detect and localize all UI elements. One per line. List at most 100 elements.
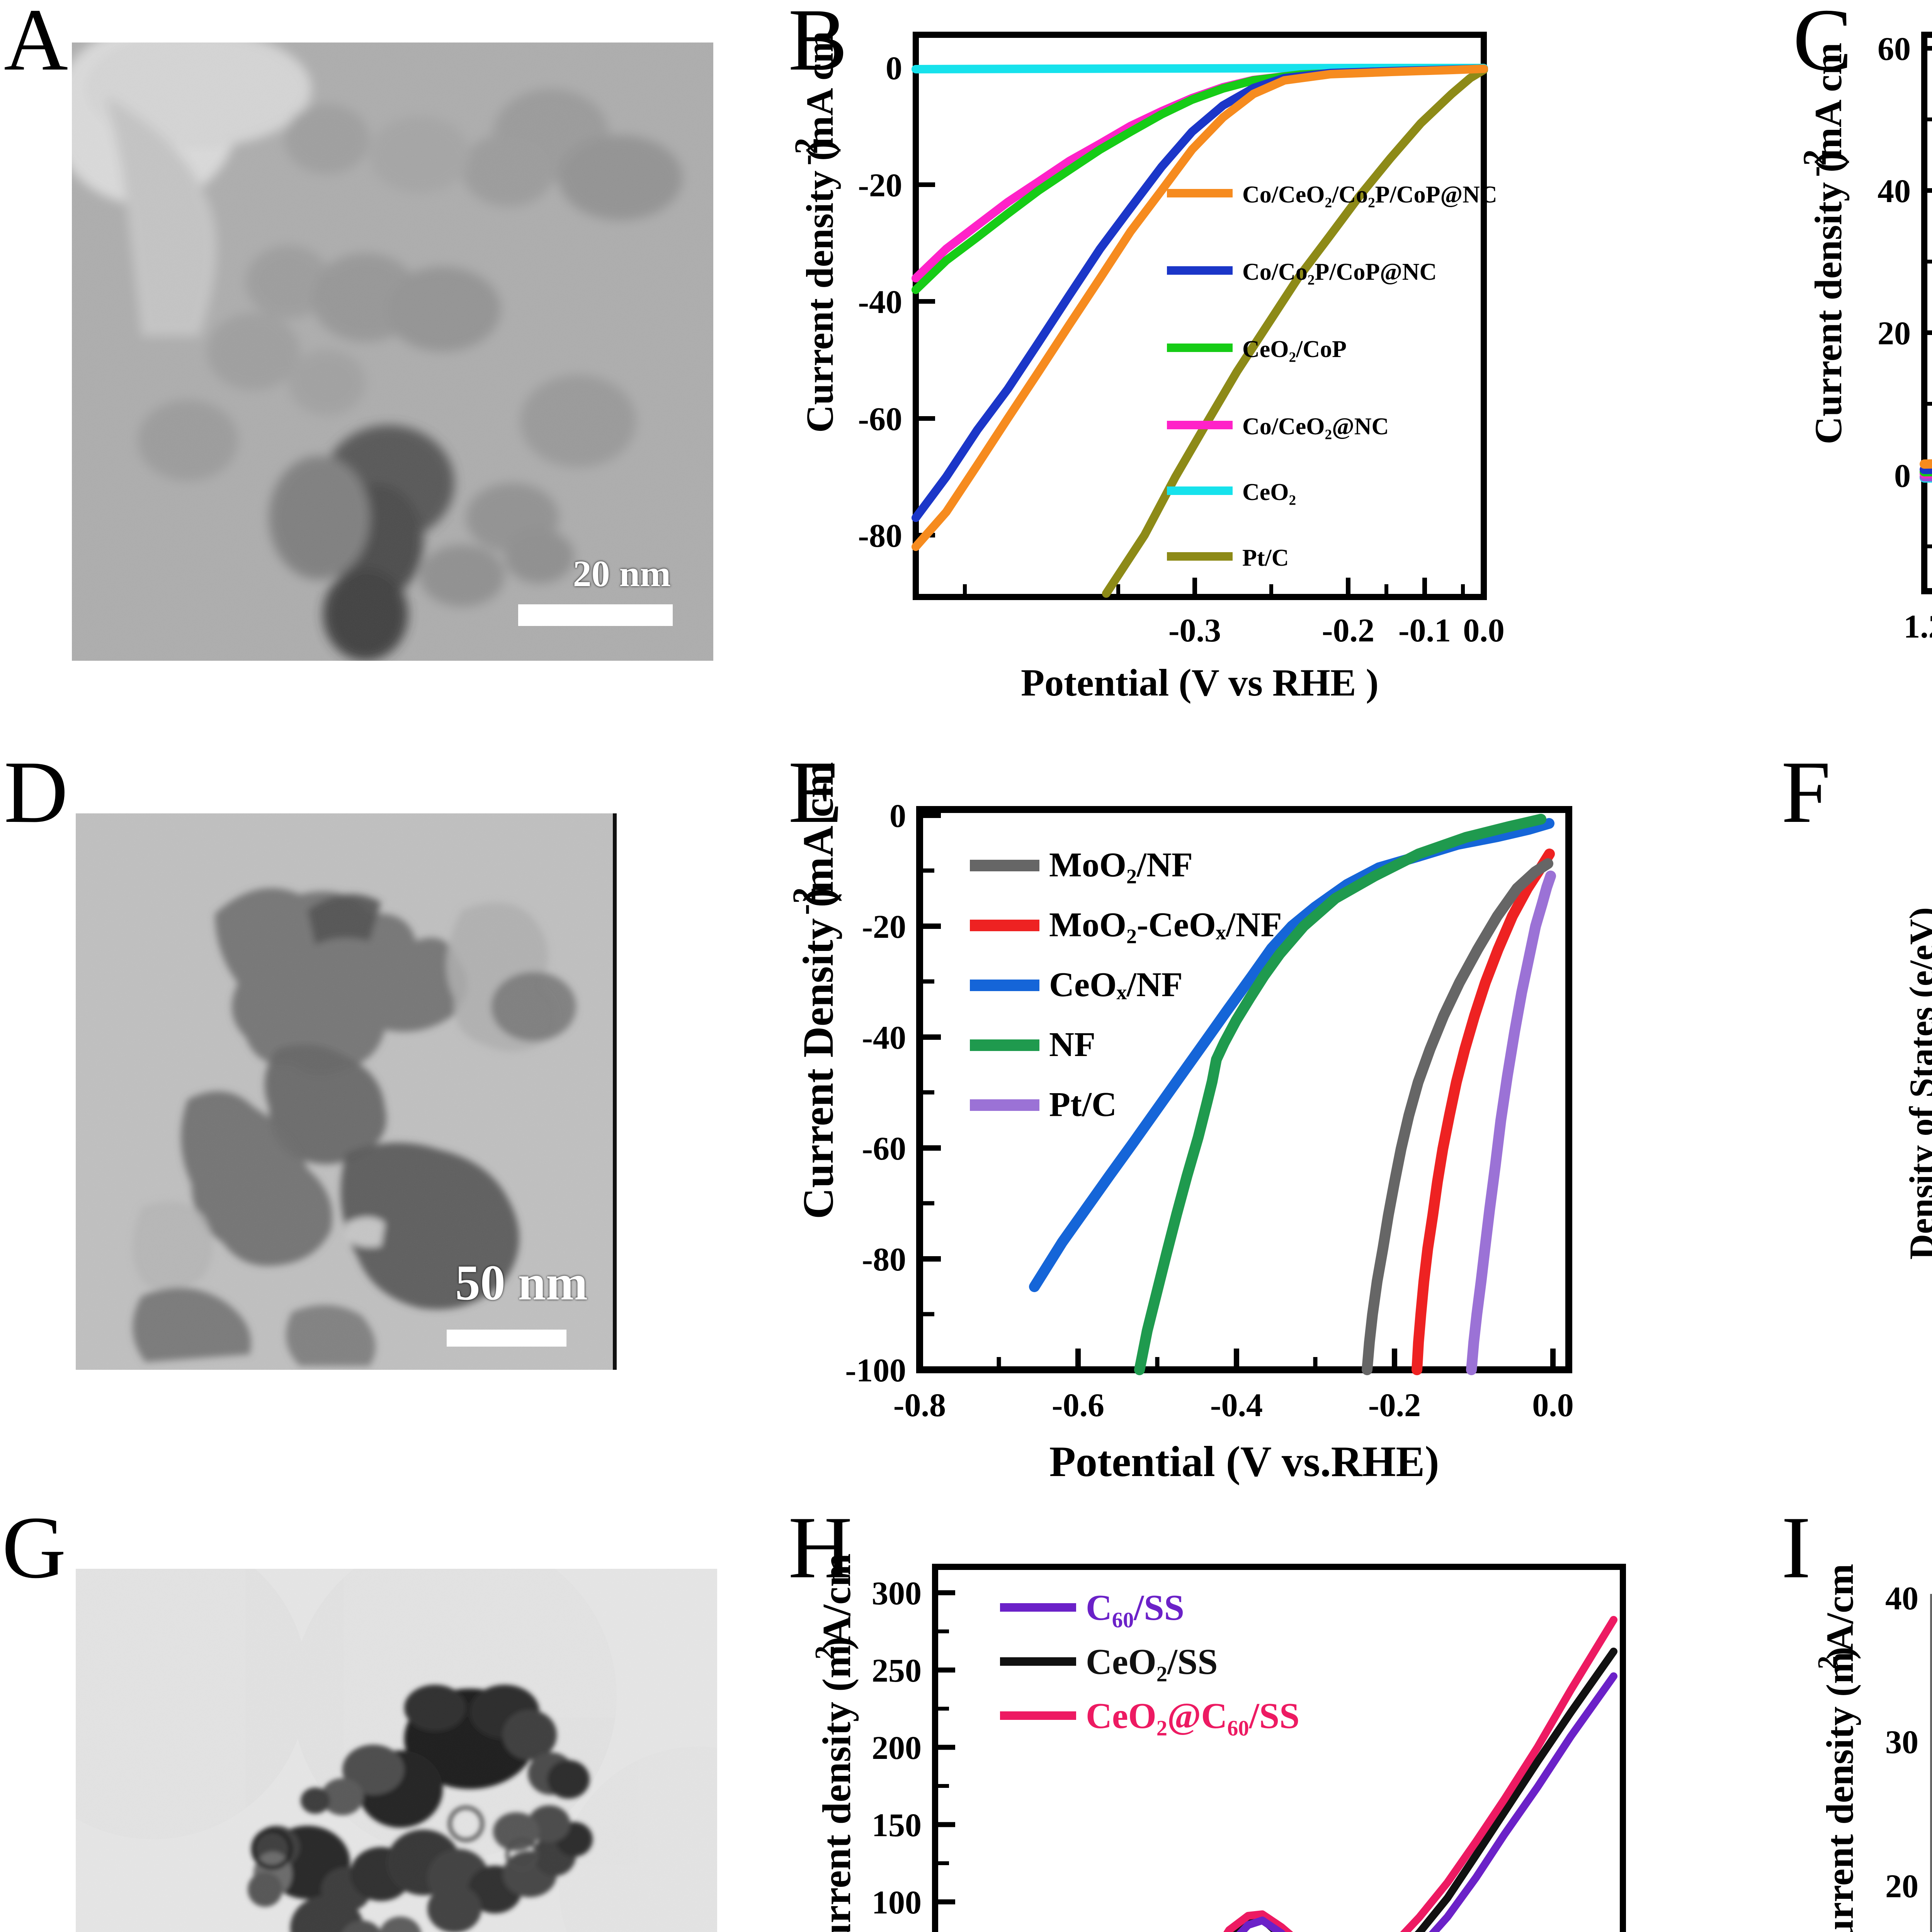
- panel-h-legend-0: C₆₀/SS: [1086, 1588, 1184, 1628]
- panel-c-ylabel-sup: -2: [1796, 149, 1833, 177]
- panel-e-legend-4: Pt/C: [1049, 1085, 1117, 1124]
- svg-text:20: 20: [1885, 1867, 1918, 1905]
- svg-text:-0.2: -0.2: [1368, 1386, 1421, 1423]
- svg-text:100: 100: [872, 1884, 922, 1921]
- svg-text:0.0: 0.0: [1463, 612, 1505, 649]
- panel-e-ylabel-sup: -2: [786, 887, 823, 915]
- panel-c-label: C: [1793, 0, 1852, 89]
- panel-b-xlabel: Potential (V vs RHE ): [1021, 661, 1379, 704]
- panel-b-legend-4: CeO₂: [1242, 479, 1296, 505]
- svg-text:60: 60: [1878, 30, 1911, 67]
- panel-h-plot: Current density (mA/cm 2 ) Potential vs.…: [809, 1553, 1626, 1932]
- panel-i-plot: Current density (mA/cm 2 ) Time (h) 40 3…: [1813, 1564, 1932, 1932]
- panel-e-xlabel: Potential (V vs.RHE): [1049, 1438, 1439, 1486]
- panel-e-yticks: 0 -20 -40 -60 -80 -100: [845, 797, 941, 1389]
- panel-e-legend-1: MoO₂-CeOₓ/NF: [1049, 906, 1282, 944]
- panel-b-legend: Co/CeO₂/Co₂P/CoP@NC Co/Co₂P/CoP@NC CeO₂/…: [1167, 182, 1497, 571]
- scale-bar-label-d: 50 nm: [455, 1255, 588, 1311]
- panel-b-plot: Current density (mA cm -2 ) Potential (V…: [787, 31, 1505, 704]
- panel-b-legend-1: Co/Co₂P/CoP@NC: [1242, 259, 1437, 285]
- panel-h: H Current density (mA/cm 2 ) Potential v…: [734, 1503, 1739, 1932]
- svg-text:40: 40: [1885, 1580, 1918, 1617]
- scale-bar-label-a: 20 nm: [573, 553, 671, 594]
- panel-b-label: B: [788, 0, 848, 89]
- panel-i-ylabel-close: ): [1818, 1647, 1861, 1660]
- panel-b-legend-2: CeO₂/CoP: [1242, 336, 1347, 362]
- svg-text:-60: -60: [862, 1130, 906, 1167]
- panel-h-label: H: [788, 1498, 853, 1597]
- svg-text:300: 300: [872, 1575, 922, 1612]
- scale-bar-d: [447, 1330, 566, 1347]
- tem-image-a: 20 nm: [72, 43, 713, 661]
- svg-text:-0.8: -0.8: [893, 1386, 946, 1423]
- panel-b-yticks: 0 -20 -40 -60 -80: [858, 49, 935, 554]
- svg-text:-20: -20: [858, 167, 902, 204]
- curve-pt-c: [1102, 66, 1488, 598]
- panel-i-ylabel: Current density (mA/cm: [1818, 1564, 1861, 1932]
- curve-nf: [1134, 814, 1546, 1375]
- panel-h-yticks: 300 250 200 150 100 50 0 -50: [872, 1575, 955, 1921]
- panel-c-plot: Current density (mA cm -2 ) Potential (V…: [1796, 30, 1932, 645]
- svg-text:-60: -60: [858, 400, 902, 437]
- svg-text:-0.3: -0.3: [1168, 612, 1221, 649]
- panel-e-xticks: -0.8 -0.6 -0.4 -0.2 0.0: [893, 1349, 1574, 1423]
- svg-text:-0.4: -0.4: [1210, 1386, 1263, 1423]
- tem-image-d: 50 nm: [76, 813, 617, 1370]
- panel-b-xticks: -0.3 -0.2 -0.1 0.0: [963, 578, 1505, 649]
- svg-text:0: 0: [886, 49, 902, 87]
- svg-text:-0.2: -0.2: [1322, 612, 1374, 649]
- svg-text:0: 0: [889, 797, 906, 834]
- svg-text:-100: -100: [845, 1352, 906, 1389]
- panel-c-ylabel: Current density (mA cm: [1807, 43, 1850, 444]
- panel-a-label: A: [4, 0, 68, 89]
- panel-b-legend-3: Co/CeO₂@NC: [1242, 413, 1389, 440]
- panel-e-plot: Current Density (mA cm -2 ) Potential (V…: [786, 762, 1574, 1486]
- panel-i-label: I: [1781, 1498, 1811, 1597]
- svg-text:150: 150: [872, 1806, 922, 1844]
- curve-moo2-nf: [1362, 858, 1553, 1375]
- panel-g-label: G: [2, 1498, 66, 1597]
- panel-e-curves: [1029, 814, 1556, 1375]
- panel-f-ylabel: Density of States (e/eV): [1902, 907, 1932, 1260]
- tem-image-g: 200 nm: [76, 1569, 717, 1932]
- panel-b-ylabel-sup: -2: [787, 138, 825, 165]
- panel-e-label: E: [788, 743, 843, 841]
- panel-c: C Current density (mA cm -2 ) Potential …: [1739, 0, 1932, 734]
- panel-e: E Current Density (mA cm -2 ) Potential …: [734, 748, 1739, 1507]
- svg-text:0: 0: [1894, 457, 1911, 494]
- svg-text:-40: -40: [862, 1019, 906, 1056]
- svg-text:40: 40: [1878, 172, 1911, 209]
- panel-h-legend-2: CeO₂@C₆₀/SS: [1086, 1696, 1299, 1736]
- panel-b-curves: [912, 64, 1488, 598]
- panel-d: D: [0, 748, 734, 1507]
- panel-h-legend: C₆₀/SS CeO₂/SS CeO₂@C₆₀/SS: [1000, 1588, 1299, 1736]
- panel-f: F Density of States (e/eV) Energy (eV) M…: [1739, 748, 1932, 1507]
- panel-b-ylabel: Current density (mA cm: [798, 31, 841, 433]
- svg-text:200: 200: [872, 1729, 922, 1766]
- curve-pt-c-e: [1466, 871, 1556, 1375]
- curve-moo2-ceox-nf: [1412, 849, 1555, 1375]
- panel-e-legend-0: MoO₂/NF: [1049, 846, 1193, 884]
- panel-f-plot: Density of States (e/eV) Energy (eV) MoO…: [1902, 907, 1932, 1260]
- panel-a: A: [0, 0, 734, 734]
- svg-text:-80: -80: [862, 1241, 906, 1278]
- panel-e-legend-2: CeOₓ/NF: [1049, 966, 1183, 1004]
- panel-h-ylabel: Current density (mA/cm: [815, 1553, 859, 1932]
- svg-text:20: 20: [1878, 315, 1911, 352]
- panel-i-yticks: 40 30 20 10 0: [1885, 1580, 1918, 1905]
- panel-i: I Current density (mA/cm 2 ) Time (h) 40…: [1739, 1503, 1932, 1932]
- panel-c-ylabel-close: ): [1807, 151, 1850, 164]
- panel-f-label: F: [1781, 743, 1831, 841]
- svg-text:250: 250: [872, 1652, 922, 1689]
- svg-text:1.2: 1.2: [1903, 608, 1932, 645]
- panel-b-ylabel-close: ): [798, 140, 841, 153]
- svg-text:-20: -20: [862, 908, 906, 945]
- panel-h-ylabel-sup: 2: [809, 1646, 840, 1660]
- curve-c60-ss: [1236, 1672, 1617, 1932]
- svg-text:-80: -80: [858, 517, 902, 554]
- svg-text:0.0: 0.0: [1532, 1386, 1574, 1423]
- panel-d-label: D: [4, 743, 68, 841]
- panel-b: B Current density (mA cm -2 ) Potential …: [734, 0, 1739, 734]
- panel-h-legend-1: CeO₂/SS: [1086, 1642, 1218, 1682]
